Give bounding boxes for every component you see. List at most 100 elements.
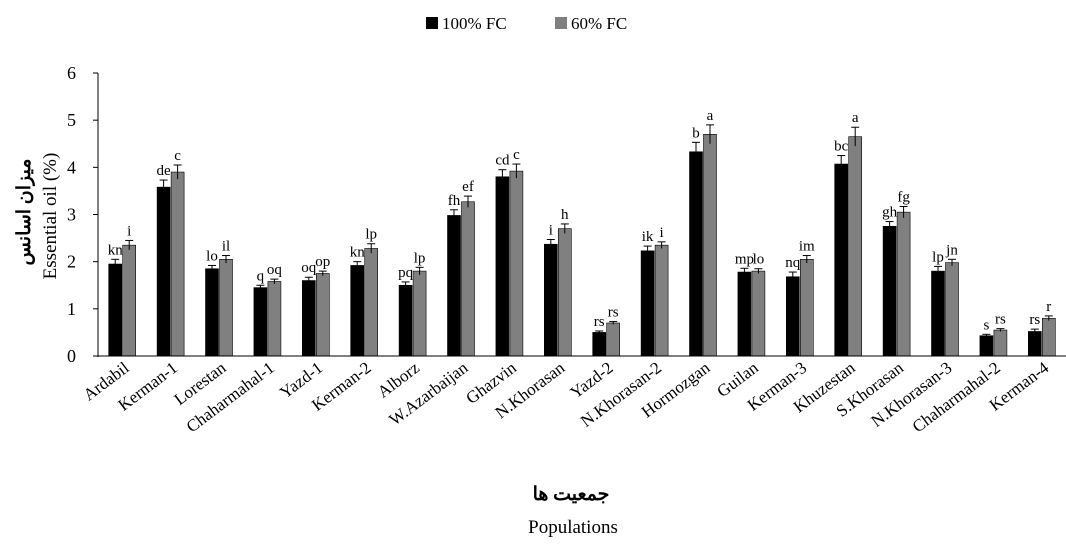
- bar-60fc: [799, 259, 814, 357]
- bar-100fc: [108, 263, 122, 357]
- bar-60fc: [896, 211, 911, 357]
- bar-100fc: [156, 186, 171, 357]
- significance-label: im: [799, 239, 815, 255]
- bar-60fc: [848, 136, 863, 357]
- significance-label: a: [707, 108, 714, 124]
- bars: [108, 124, 1056, 357]
- significance-label: gh: [882, 205, 898, 221]
- significance-label: i: [127, 223, 131, 239]
- significance-label: b: [692, 125, 700, 141]
- bar-100fc: [350, 265, 365, 357]
- bar-100fc: [882, 225, 897, 357]
- significance-label: a: [852, 110, 859, 126]
- bar-60fc: [557, 228, 572, 357]
- y-tick-label: 5: [67, 110, 76, 130]
- y-axis-ticks: 0 1 2 3 4 5 6: [67, 63, 98, 366]
- significance-label: lp: [414, 250, 426, 266]
- bar-100fc: [1028, 331, 1042, 357]
- significance-label: rs: [608, 305, 619, 321]
- significance-label: i: [660, 225, 664, 241]
- significance-label: kn: [108, 242, 124, 258]
- bar-60fc: [364, 248, 379, 357]
- significance-label: rs: [1029, 312, 1040, 328]
- y-tick-label: 3: [67, 205, 76, 225]
- x-axis-labels: ArdabilKerman-1LorestanChaharmahal-1Yazd…: [80, 358, 1053, 437]
- bar-60fc: [703, 134, 717, 357]
- bar-100fc: [785, 276, 800, 357]
- legend-swatch-100fc: [426, 17, 438, 29]
- significance-label: s: [983, 317, 989, 333]
- significance-label: c: [174, 148, 181, 164]
- significance-label: oq: [267, 262, 283, 278]
- significance-label: op: [315, 254, 330, 270]
- bar-100fc: [398, 284, 413, 357]
- bar-60fc: [751, 270, 766, 357]
- significance-label: pq: [398, 265, 414, 281]
- bar-60fc: [315, 273, 330, 357]
- bar-100fc: [640, 250, 655, 357]
- bar-60fc: [122, 244, 136, 357]
- significance-label: de: [157, 163, 172, 179]
- significance-label: oq: [301, 260, 317, 276]
- y-tick-label: 0: [67, 346, 76, 366]
- significance-label: cd: [495, 153, 510, 169]
- x-axis-title-fa: جمعیت ها: [533, 484, 610, 505]
- y-axis-title: Essential oil (%): [40, 153, 61, 280]
- bar-60fc: [945, 262, 959, 357]
- significance-label: fg: [897, 189, 910, 205]
- y-tick-label: 6: [67, 63, 76, 83]
- significance-label: ef: [462, 179, 474, 195]
- legend: 100% FC 60% FC: [426, 14, 627, 33]
- bar-60fc: [170, 171, 185, 357]
- significance-label: lo: [206, 248, 218, 264]
- bar-100fc: [495, 176, 510, 357]
- significance-label: lo: [753, 252, 765, 268]
- significance-label: bc: [834, 139, 849, 155]
- bar-100fc: [301, 280, 316, 357]
- significance-label: c: [513, 147, 520, 163]
- bar-100fc: [592, 332, 607, 357]
- legend-label-60fc: 60% FC: [571, 14, 627, 33]
- bar-100fc: [979, 335, 994, 357]
- y-axis-title-fa: میزان اسانس: [14, 159, 35, 266]
- bar-100fc: [689, 151, 703, 357]
- significance-label: mp: [735, 251, 754, 267]
- bar-60fc: [461, 201, 475, 357]
- significance-label: lp: [932, 249, 944, 265]
- significance-label: nq: [785, 255, 801, 271]
- bar-60fc: [412, 270, 427, 357]
- bar-60fc: [993, 329, 1008, 357]
- y-tick-label: 4: [67, 157, 76, 177]
- y-tick-label: 1: [67, 299, 76, 319]
- bar-100fc: [834, 163, 849, 357]
- significance-label: fh: [448, 193, 461, 209]
- legend-label-100fc: 100% FC: [442, 14, 507, 33]
- bar-100fc: [931, 270, 945, 357]
- bar-100fc: [205, 268, 219, 357]
- bar-60fc: [219, 259, 233, 357]
- significance-label: il: [222, 239, 230, 255]
- significance-label: rs: [995, 312, 1006, 328]
- bar-100fc: [253, 287, 268, 357]
- bar-60fc: [1042, 317, 1056, 357]
- significance-label: ik: [642, 229, 654, 245]
- bar-60fc: [606, 322, 621, 357]
- bar-100fc: [543, 243, 558, 357]
- y-tick-label: 2: [67, 252, 76, 272]
- significance-label: r: [1046, 299, 1051, 315]
- significance-label: q: [257, 268, 265, 284]
- significance-label: lp: [365, 227, 377, 243]
- bar-100fc: [447, 215, 461, 357]
- significance-label: jn: [945, 242, 958, 258]
- legend-swatch-60fc: [555, 17, 567, 29]
- significance-label: i: [549, 222, 553, 238]
- bar-60fc: [654, 244, 669, 357]
- bar-60fc: [267, 281, 282, 357]
- significance-label: kn: [350, 245, 366, 261]
- bar-60fc: [509, 170, 524, 357]
- x-axis-title: Populations: [528, 517, 618, 538]
- bar-100fc: [737, 271, 752, 357]
